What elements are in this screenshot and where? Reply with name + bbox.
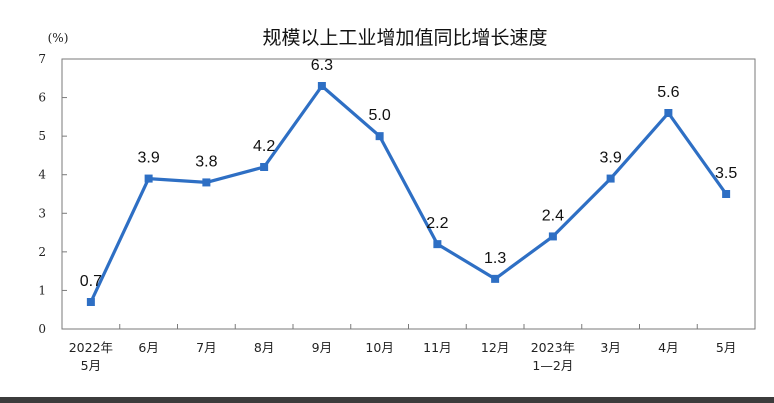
data-point <box>144 174 153 183</box>
x-tick-label: 11月 <box>423 340 451 355</box>
y-tick-label: 0 <box>38 322 46 336</box>
x-tick-label: 1—2月 <box>532 358 573 373</box>
data-label: 3.8 <box>195 153 217 170</box>
data-point <box>491 274 500 283</box>
x-tick-label: 4月 <box>658 340 678 355</box>
data-point <box>375 132 384 141</box>
data-label: 5.6 <box>657 84 679 101</box>
series-line <box>89 84 728 303</box>
data-point <box>664 109 673 117</box>
y-tick-label: 7 <box>38 52 46 66</box>
x-tick-label: 5月 <box>716 340 736 355</box>
x-tick-label: 3月 <box>600 340 620 355</box>
x-tick-label: 5月 <box>81 358 101 373</box>
chart-title: 规模以上工业增加值同比增长速度 <box>262 27 547 49</box>
y-axis-unit: (%) <box>48 31 69 45</box>
y-tick-label: 1 <box>38 283 46 297</box>
x-tick-label: 2023年 <box>531 340 575 355</box>
plot-frame <box>61 58 756 330</box>
data-label: 3.5 <box>715 165 737 182</box>
data-point <box>202 178 211 187</box>
data-label: 0.7 <box>80 273 102 290</box>
data-label: 6.3 <box>311 57 333 74</box>
data-point <box>722 190 731 198</box>
data-label: 3.9 <box>138 150 160 167</box>
x-tick-label: 9月 <box>312 340 332 355</box>
data-point <box>260 163 269 171</box>
data-label: 4.2 <box>253 138 275 155</box>
x-tick-label: 12月 <box>481 340 509 355</box>
x-tick-label: 2022年 <box>69 340 113 355</box>
data-label: 2.2 <box>426 215 448 232</box>
y-tick-label: 6 <box>38 91 46 105</box>
y-tick-label: 3 <box>38 206 46 220</box>
data-point <box>548 232 557 241</box>
data-label: 2.4 <box>542 207 564 224</box>
x-tick-label: 8月 <box>254 340 274 355</box>
bottom-bar <box>0 397 774 403</box>
y-tick-label: 4 <box>38 168 46 182</box>
x-tick-label: 6月 <box>138 340 158 355</box>
y-tick-label: 2 <box>38 245 46 259</box>
data-labels: 0.7 3.9 3.8 4.2 6.3 5.0 2.2 1.3 2.4 3.9 5.6 3.5 <box>80 57 738 290</box>
data-point <box>317 82 326 90</box>
data-label: 5.0 <box>369 107 391 124</box>
y-axis: 0 1 2 3 4 5 6 7 <box>38 52 67 336</box>
x-tick-label: 10月 <box>365 340 393 355</box>
data-point <box>606 174 615 183</box>
data-label: 3.9 <box>600 150 622 167</box>
x-tick-label: 7月 <box>196 340 216 355</box>
y-tick-label: 5 <box>38 129 46 143</box>
data-point <box>86 298 95 306</box>
x-axis: 2022年 5月 6月 7月 8月 9月 10月 11月 12月 2023年 1—2月 3月 4月 5月 <box>69 324 736 373</box>
data-point <box>433 240 442 249</box>
data-markers <box>86 82 731 306</box>
data-label: 1.3 <box>484 250 506 267</box>
